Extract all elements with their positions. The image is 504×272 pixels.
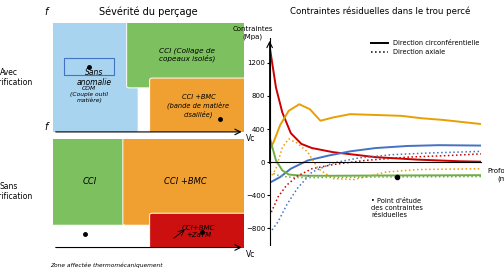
Text: Sans
anomalie: Sans anomalie [77, 68, 112, 87]
Text: $f$: $f$ [44, 120, 50, 132]
Text: Sans
lubrification: Sans lubrification [0, 182, 32, 202]
Text: CCI +BMC
(bande de matière
cisaillée): CCI +BMC (bande de matière cisaillée) [167, 94, 229, 118]
Text: Vc: Vc [246, 134, 256, 143]
Text: COM
(Couple outil
matière): COM (Couple outil matière) [71, 86, 108, 103]
Text: Zone affectée thermomécaniquement: Zone affectée thermomécaniquement [50, 263, 163, 268]
Text: Avec
lubrification: Avec lubrification [0, 68, 32, 87]
Text: Sévérité du perçage: Sévérité du perçage [99, 7, 198, 17]
Text: Contraintes résiduelles dans le trou percé: Contraintes résiduelles dans le trou per… [290, 7, 471, 16]
Text: Profondeur
(mm): Profondeur (mm) [488, 168, 504, 182]
Text: CCI: CCI [82, 177, 96, 186]
FancyBboxPatch shape [150, 78, 247, 134]
Text: CCI (Collage de
copeaux isolés): CCI (Collage de copeaux isolés) [159, 47, 215, 62]
Text: CCI +BMC: CCI +BMC [164, 177, 207, 186]
Text: CCI+BMC
+ZaTM: CCI+BMC +ZaTM [182, 225, 215, 238]
Legend: Direction circonférentielle, Direction axiale: Direction circonférentielle, Direction a… [368, 37, 482, 58]
FancyBboxPatch shape [150, 213, 247, 249]
Text: Contraintes
(Mpa): Contraintes (Mpa) [232, 26, 273, 40]
FancyBboxPatch shape [127, 21, 247, 88]
Text: • Point d'étude
des contraintes
résiduelles: • Point d'étude des contraintes résiduel… [371, 198, 423, 218]
Text: $f$: $f$ [44, 5, 50, 17]
FancyBboxPatch shape [123, 137, 247, 225]
FancyBboxPatch shape [50, 21, 138, 134]
FancyBboxPatch shape [50, 137, 129, 225]
Text: Vc: Vc [246, 249, 256, 259]
